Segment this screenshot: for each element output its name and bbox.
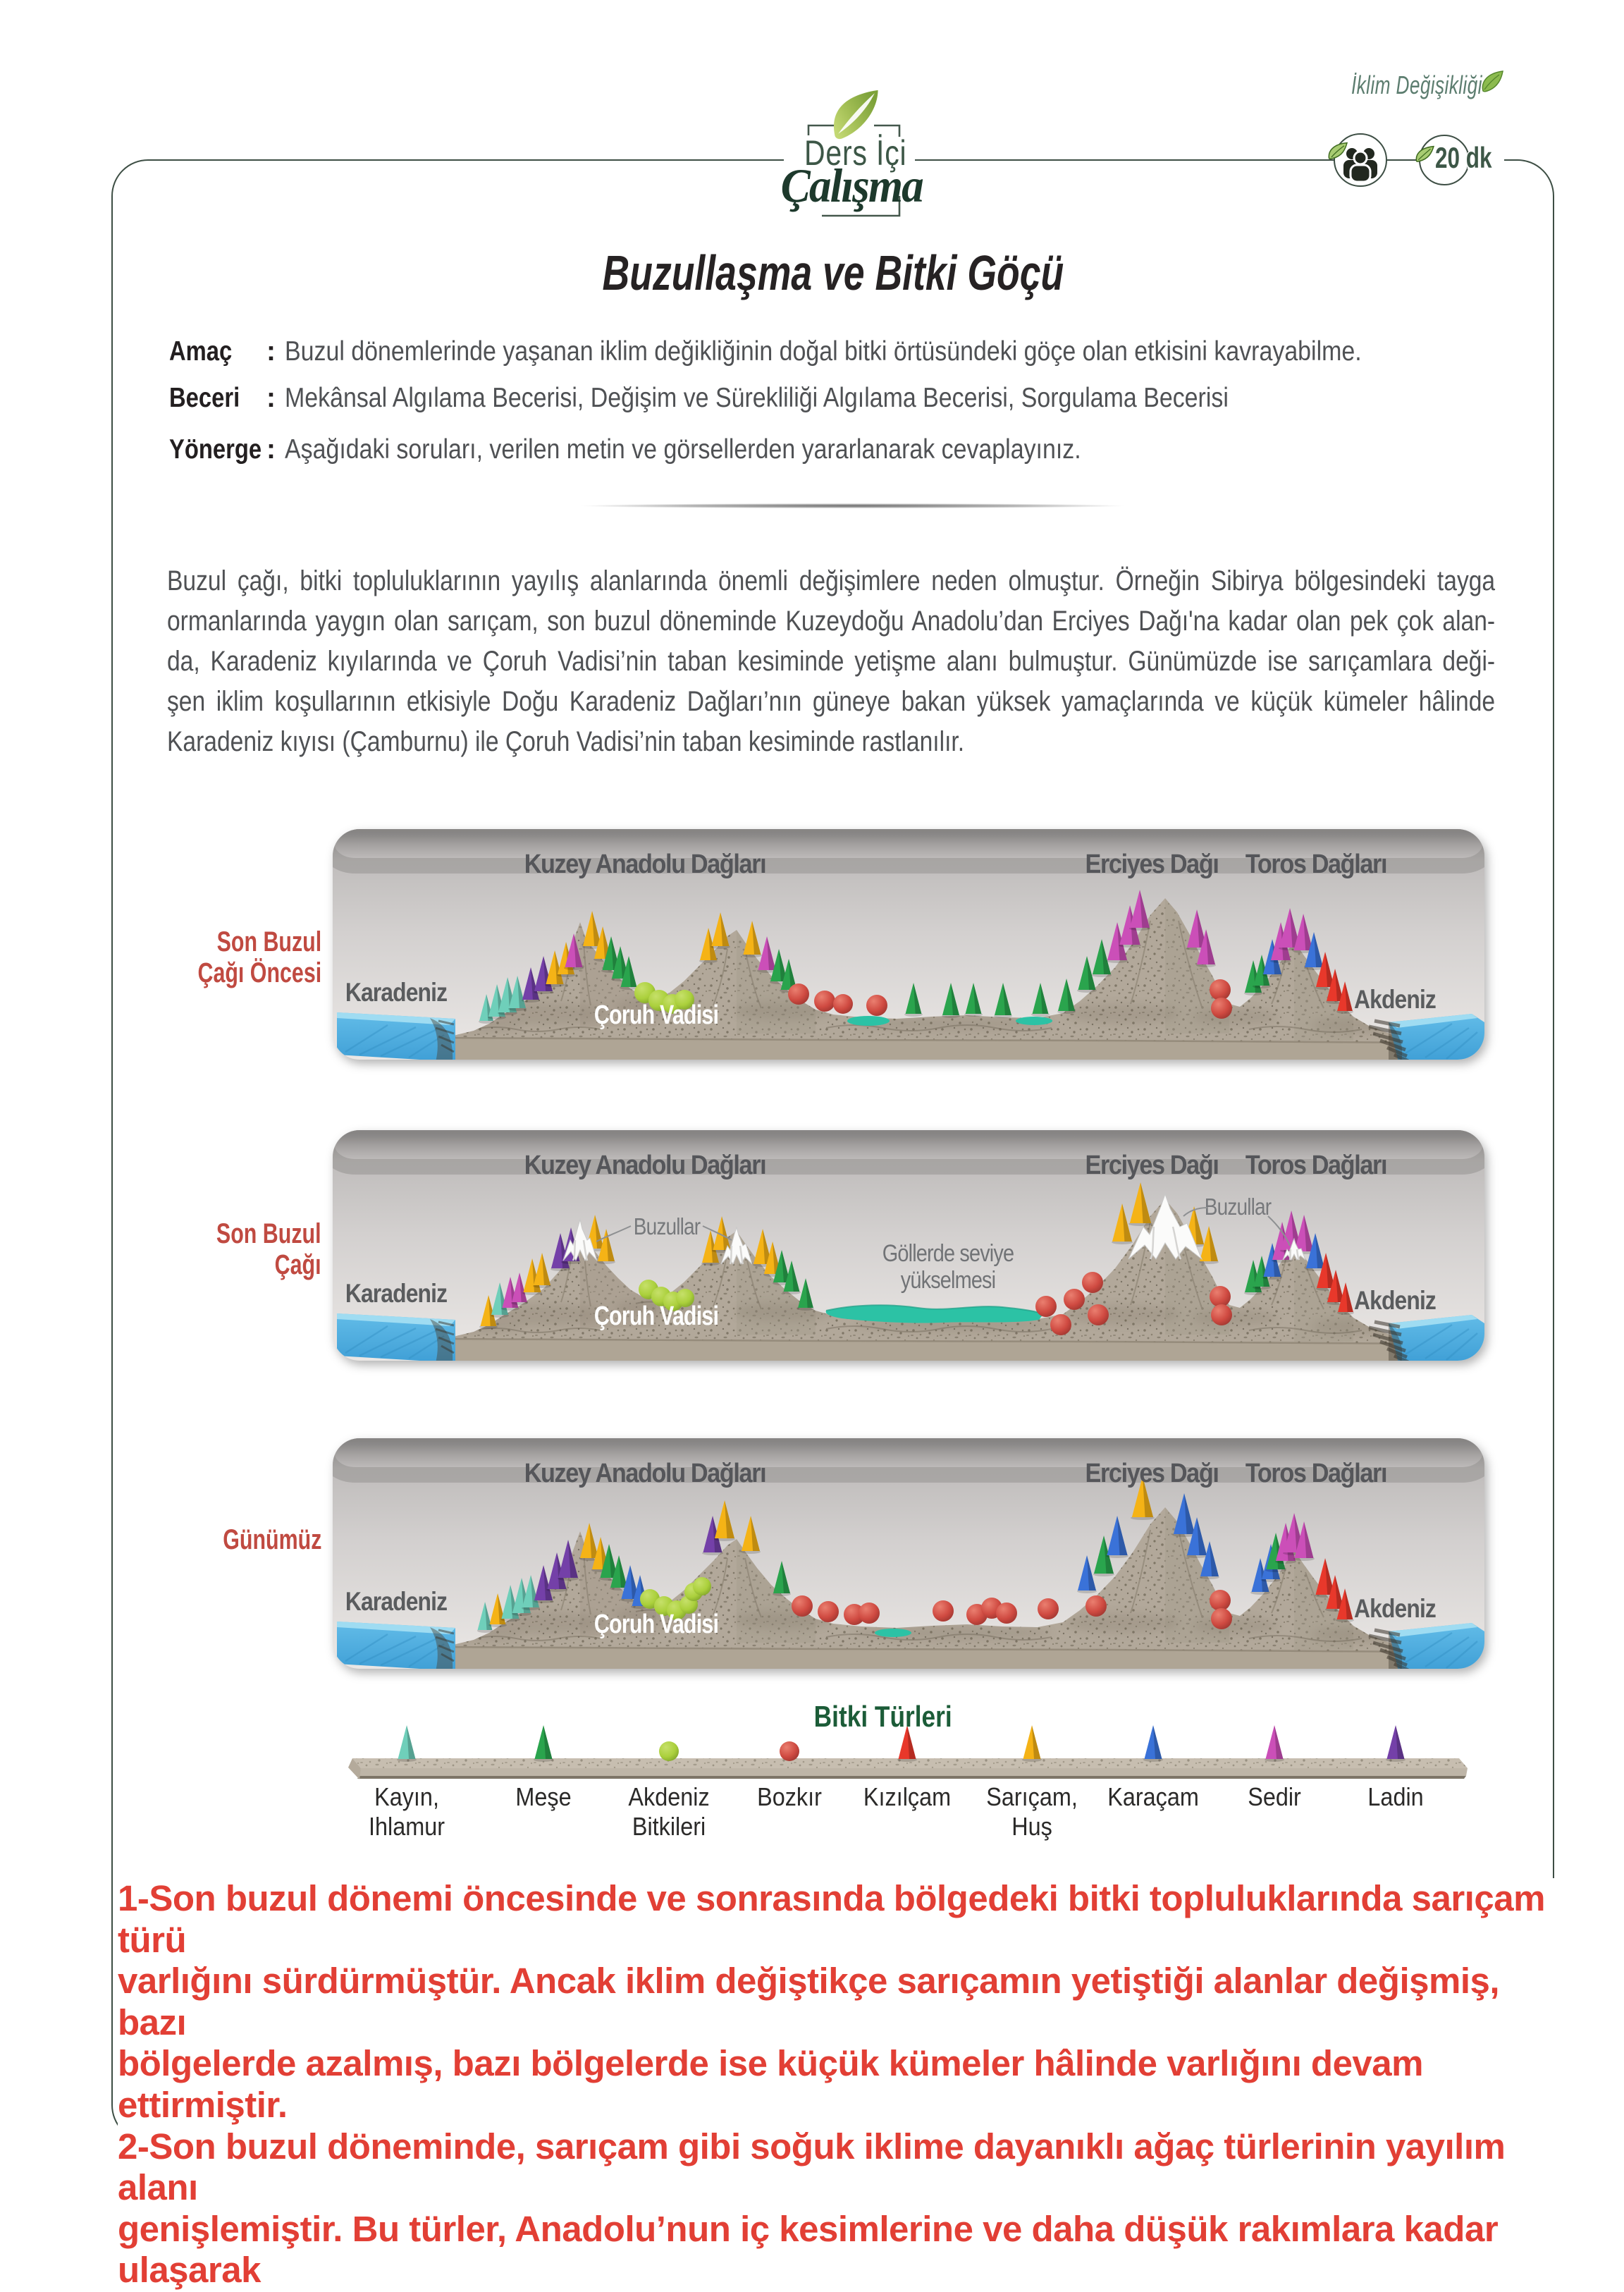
svg-text:Toros Dağları: Toros Dağları [1245, 848, 1386, 878]
svg-text:yükselmesi: yükselmesi [901, 1266, 995, 1294]
svg-text:Erciyes Dağı: Erciyes Dağı [1085, 848, 1219, 878]
svg-text:Kuzey Anadolu Dağları: Kuzey Anadolu Dağları [524, 1149, 766, 1179]
svg-text:Toros Dağları: Toros Dağları [1245, 1457, 1386, 1488]
svg-text:Karadeniz: Karadeniz [345, 1588, 447, 1617]
svg-text:Buzullar: Buzullar [634, 1214, 701, 1240]
svg-text:Toros Dağları: Toros Dağları [1245, 1149, 1386, 1179]
svg-text:Kuzey Anadolu Dağları: Kuzey Anadolu Dağları [524, 848, 766, 878]
svg-text:Akdeniz: Akdeniz [1354, 1287, 1436, 1316]
svg-text:Karadeniz: Karadeniz [345, 1280, 447, 1309]
svg-text:Erciyes Dağı: Erciyes Dağı [1085, 1149, 1219, 1179]
svg-text:Erciyes Dağı: Erciyes Dağı [1085, 1457, 1219, 1488]
svg-text:Kuzey Anadolu Dağları: Kuzey Anadolu Dağları [524, 1457, 766, 1488]
svg-text:Akdeniz: Akdeniz [1354, 1595, 1436, 1624]
svg-text:Buzullar: Buzullar [1205, 1194, 1272, 1220]
svg-text:Çoruh Vadisi: Çoruh Vadisi [594, 1610, 718, 1639]
svg-text:Akdeniz: Akdeniz [1354, 986, 1436, 1015]
svg-text:Karadeniz: Karadeniz [345, 979, 447, 1007]
svg-text:Göllerde seviye: Göllerde seviye [882, 1239, 1014, 1267]
svg-text:Çoruh Vadisi: Çoruh Vadisi [594, 1301, 718, 1331]
svg-text:Çoruh Vadisi: Çoruh Vadisi [594, 1000, 718, 1030]
